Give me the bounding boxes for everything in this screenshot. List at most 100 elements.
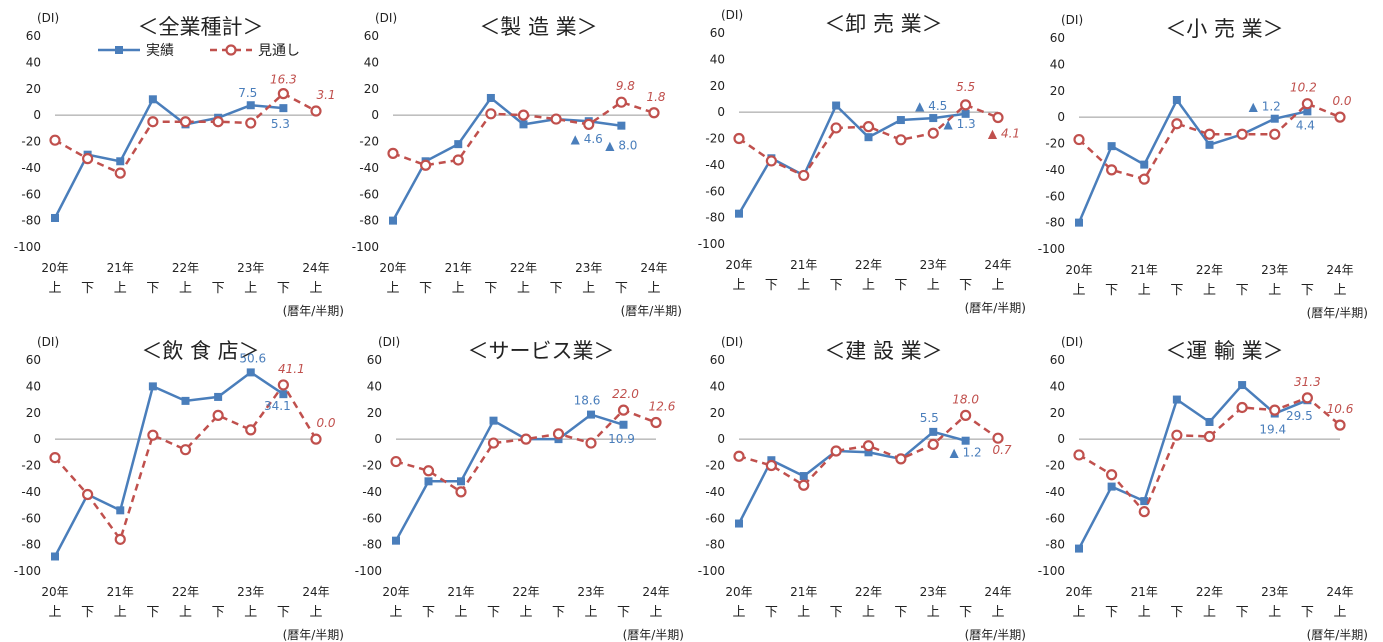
point-actual bbox=[116, 506, 125, 515]
x-half-label: 下 bbox=[830, 278, 843, 293]
chart-title: ＜製 造 業＞ bbox=[479, 15, 597, 39]
y-tick-label: -60 bbox=[705, 184, 725, 198]
x-half-label: 下 bbox=[894, 605, 907, 620]
y-tick-label: -20 bbox=[362, 459, 382, 473]
y-axis-label: (DI) bbox=[1061, 13, 1083, 27]
y-tick-label: -80 bbox=[705, 538, 725, 552]
point-actual bbox=[1205, 140, 1214, 149]
y-tick-label: 60 bbox=[367, 353, 382, 367]
x-half-label: 上 bbox=[582, 281, 595, 296]
x-half-label: 上 bbox=[584, 605, 597, 620]
x-unit-note: (暦年/半期) bbox=[621, 304, 682, 318]
x-year-label: 24年 bbox=[302, 585, 329, 599]
point-actual bbox=[1075, 218, 1083, 227]
y-tick-label: 40 bbox=[364, 55, 379, 69]
x-year-label: 22年 bbox=[1196, 263, 1223, 277]
y-tick-label: 60 bbox=[710, 26, 725, 40]
x-half-label: 上 bbox=[649, 605, 662, 620]
y-tick-label: 20 bbox=[26, 406, 41, 420]
x-half-label: 下 bbox=[959, 605, 972, 620]
data-label: ▲ 4.6 bbox=[571, 132, 603, 146]
point-outlook bbox=[422, 465, 435, 477]
x-half-label: 下 bbox=[419, 281, 432, 296]
x-unit-note: (暦年/半期) bbox=[283, 304, 344, 318]
y-tick-label: -60 bbox=[21, 187, 41, 201]
point-outlook bbox=[310, 105, 322, 117]
point-outlook bbox=[585, 437, 597, 449]
point-outlook bbox=[765, 155, 777, 167]
x-half-label: 下 bbox=[81, 605, 94, 620]
x-half-label: 下 bbox=[1105, 605, 1118, 620]
point-outlook bbox=[1073, 133, 1085, 146]
x-year-label: 20年 bbox=[725, 258, 752, 272]
point-outlook bbox=[1171, 429, 1183, 441]
data-label: 19.4 bbox=[1259, 423, 1286, 437]
x-year-label: 22年 bbox=[510, 261, 537, 275]
point-actual bbox=[279, 390, 288, 399]
x-half-label: 下 bbox=[765, 278, 778, 293]
y-axis-label: (DI) bbox=[721, 335, 743, 349]
y-tick-label: 40 bbox=[1050, 379, 1065, 393]
y-tick-label: -40 bbox=[1045, 485, 1065, 499]
point-outlook bbox=[420, 159, 432, 171]
x-half-label: 上 bbox=[244, 605, 257, 620]
x-half-label: 上 bbox=[927, 278, 940, 293]
point-actual bbox=[619, 420, 628, 429]
point-actual bbox=[617, 121, 626, 130]
y-tick-label: -100 bbox=[14, 564, 41, 578]
point-actual bbox=[587, 410, 595, 419]
x-half-label: 上 bbox=[862, 278, 875, 293]
point-outlook bbox=[583, 118, 595, 130]
y-tick-label: -20 bbox=[21, 459, 41, 473]
point-outlook bbox=[830, 445, 842, 457]
point-actual bbox=[929, 114, 938, 123]
x-year-label: 21年 bbox=[1131, 585, 1158, 599]
point-outlook bbox=[487, 437, 500, 449]
x-year-label: 24年 bbox=[1326, 263, 1353, 277]
y-tick-label: -80 bbox=[359, 214, 379, 228]
point-actual bbox=[1075, 544, 1083, 553]
y-tick-label: 0 bbox=[1057, 432, 1065, 446]
point-actual bbox=[454, 140, 463, 149]
x-half-label: 下 bbox=[765, 605, 778, 620]
point-actual bbox=[735, 519, 743, 528]
data-label: 10.2 bbox=[1290, 81, 1317, 95]
point-outlook bbox=[1073, 449, 1085, 461]
point-actual bbox=[457, 477, 465, 486]
y-tick-label: 20 bbox=[367, 406, 382, 420]
point-outlook bbox=[452, 154, 464, 166]
x-half-label: 下 bbox=[1170, 283, 1183, 298]
y-tick-label: 0 bbox=[33, 108, 41, 122]
x-unit-note: (暦年/半期) bbox=[283, 628, 344, 642]
point-outlook bbox=[552, 428, 565, 440]
data-label: 5.5 bbox=[956, 80, 975, 94]
series-line-outlook bbox=[54, 92, 317, 175]
point-outlook bbox=[1236, 128, 1248, 140]
data-label: 1.8 bbox=[646, 90, 665, 104]
y-tick-label: -40 bbox=[362, 485, 382, 499]
y-tick-label: 0 bbox=[374, 432, 382, 446]
y-axis-label: (DI) bbox=[721, 8, 743, 22]
point-outlook bbox=[245, 117, 257, 129]
y-tick-label: -80 bbox=[1045, 538, 1065, 552]
point-outlook bbox=[1301, 98, 1313, 110]
x-year-label: 23年 bbox=[237, 585, 264, 599]
point-outlook bbox=[310, 433, 322, 445]
point-outlook bbox=[927, 438, 939, 450]
y-tick-label: 60 bbox=[26, 353, 41, 367]
x-half-label: 上 bbox=[927, 605, 940, 620]
point-outlook bbox=[1106, 164, 1118, 176]
point-actual bbox=[896, 116, 905, 125]
point-actual bbox=[929, 427, 938, 436]
point-actual bbox=[864, 133, 873, 142]
x-half-label: 下 bbox=[1301, 283, 1314, 298]
x-year-label: 23年 bbox=[237, 261, 264, 275]
y-tick-label: -60 bbox=[1045, 189, 1065, 203]
point-outlook bbox=[862, 440, 875, 452]
x-year-label: 21年 bbox=[445, 261, 472, 275]
point-outlook bbox=[455, 486, 467, 498]
series-line-actual bbox=[391, 96, 622, 222]
